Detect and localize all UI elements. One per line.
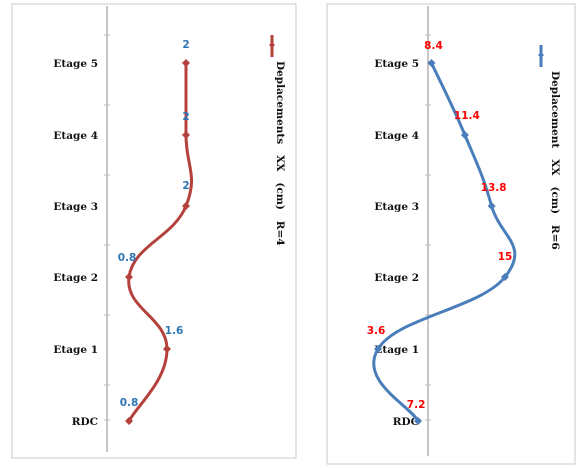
data-point-marker [414,417,423,425]
category-label: RDC [393,416,419,428]
chart-r6-data-labels: 7.2 3.6 15 13.8 11.4 8.4 [367,40,513,411]
chart-r6-legend: Deplacement XX (cm) R=6 [538,45,561,250]
data-label: 1.6 [165,325,184,337]
category-label: Etage 3 [374,201,419,213]
data-point-marker [501,273,509,281]
chart-r6-frame [326,3,576,465]
chart-r4-category-labels: RDC Etage 1 Etage 2 Etage 3 Etage 4 Etage 5 [53,58,98,428]
data-point-marker [125,417,133,425]
chart-r4-legend: Deplacements XX (cm) R=4 [269,35,286,246]
legend-marker [269,42,275,48]
data-label: 15 [498,251,513,263]
data-label: 11.4 [454,110,480,122]
data-label: 0.8 [120,397,139,409]
chart-r4-data-labels: 0.8 1.6 0.8 2 2 2 [118,39,190,409]
data-label: 8.4 [424,40,443,52]
legend-entry: Deplacements XX (cm) R=4 [274,61,286,246]
data-point-marker [487,202,496,210]
data-label: 7.2 [407,399,426,411]
data-point-marker [374,345,382,353]
category-label: Etage 1 [374,344,419,356]
legend-marker [538,52,544,58]
chart-r4-gridticks [104,34,110,421]
chart-r6-markers [374,59,509,425]
legend-entry: Deplacement XX (cm) R=6 [549,71,561,250]
data-point-marker [182,202,190,210]
category-label: Etage 5 [53,58,98,70]
category-label: Etage 3 [53,201,98,213]
chart-r4: RDC Etage 1 Etage 2 Etage 3 Etage 4 Etage 5 0… [11,3,297,459]
data-label: 2 [182,111,189,123]
data-point-marker [182,59,190,67]
chart-r4-markers [125,59,190,425]
category-label: Etage 4 [374,130,419,142]
data-label: 2 [182,39,189,51]
category-label: Etage 2 [53,272,98,284]
chart-r6: RDC Etage 1 Etage 2 Etage 3 Etage 4 Etage 5 7… [326,3,576,465]
data-label: 13.8 [481,182,507,194]
chart-r6-gridticks [425,34,431,421]
data-label: 2 [182,180,189,192]
category-label: Etage 1 [53,344,98,356]
data-label: 3.6 [367,325,386,337]
category-label: Etage 5 [374,58,419,70]
data-point-marker [460,131,469,139]
chart-r4-frame [11,3,297,459]
data-point-marker [427,59,436,67]
category-label: Etage 2 [374,272,419,284]
data-label: 0.8 [118,252,137,264]
data-point-marker [182,131,190,139]
category-label: Etage 4 [53,130,98,142]
category-label: RDC [72,416,98,428]
data-point-marker [125,273,133,281]
data-point-marker [163,345,171,353]
chart-r6-category-labels: RDC Etage 1 Etage 2 Etage 3 Etage 4 Etage 5 [374,58,419,428]
